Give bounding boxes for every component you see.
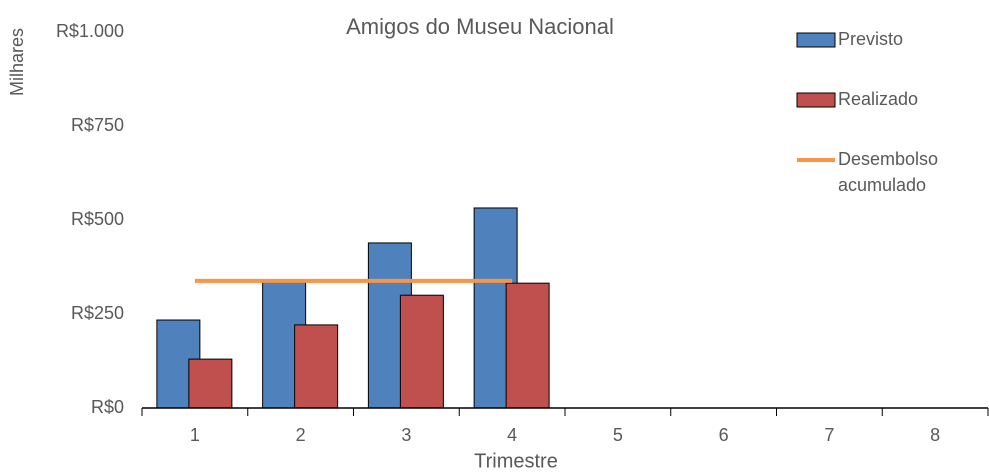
x-tick-label: 7 — [824, 425, 834, 445]
x-tick-label: 1 — [190, 425, 200, 445]
x-tick-label: 3 — [401, 425, 411, 445]
x-tick-label: 5 — [613, 425, 623, 445]
bar — [399, 294, 444, 409]
bar — [294, 324, 339, 409]
x-tick-label: 4 — [507, 425, 517, 445]
chart-title: Amigos do Museu Nacional — [346, 14, 614, 39]
legend-swatch — [796, 92, 836, 108]
x-axis-label: Trimestre — [474, 450, 558, 472]
legend-label: Desembolso acumulado — [838, 149, 938, 195]
x-tick-label: 2 — [296, 425, 306, 445]
legend-swatch — [796, 32, 836, 48]
bar — [188, 358, 233, 409]
legend-label: Realizado — [838, 89, 918, 109]
y-axis-label: Milhares — [7, 28, 27, 96]
x-tick-label: 8 — [930, 425, 940, 445]
y-tick-label: R$750 — [71, 115, 124, 135]
bar — [505, 282, 550, 409]
x-tick-label: 6 — [719, 425, 729, 445]
y-tick-label: R$500 — [71, 209, 124, 229]
y-tick-label: R$0 — [91, 397, 124, 417]
y-tick-label: R$250 — [71, 303, 124, 323]
legend-label: Previsto — [838, 29, 903, 49]
y-tick-label: R$1.000 — [56, 21, 124, 41]
